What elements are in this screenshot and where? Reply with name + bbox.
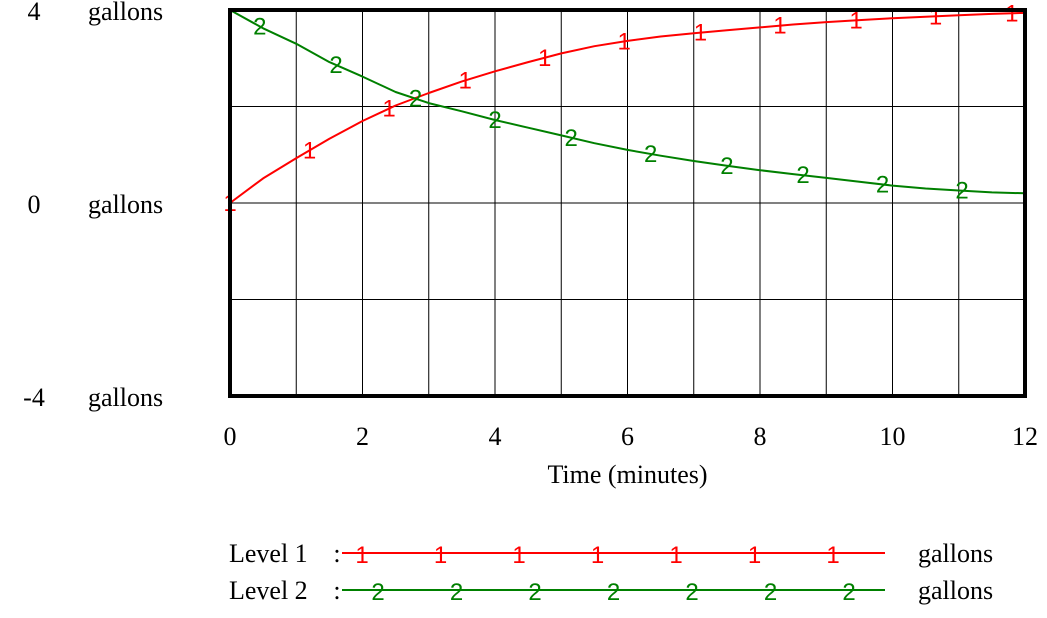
- x-axis-title: Time (minutes): [547, 460, 707, 489]
- legend-level-1-unit: gallons: [918, 539, 993, 568]
- x-tick-label: 12: [1012, 422, 1038, 451]
- level-1-marker: 1: [618, 28, 631, 55]
- grid-lines: [230, 10, 1025, 396]
- legend-level-1-marker: 1: [355, 542, 368, 569]
- y-tick-unit: gallons: [88, 0, 163, 26]
- legend-level-2-marker: 2: [764, 579, 777, 606]
- y-tick-value: 4: [28, 0, 41, 26]
- level-2-marker: 2: [565, 125, 578, 152]
- level-1-marker: 1: [929, 3, 942, 30]
- x-tick-label: 8: [754, 422, 767, 451]
- legend-level-1-marker: 1: [434, 542, 447, 569]
- x-tick-label: 4: [489, 422, 502, 451]
- level-2-marker: 2: [488, 107, 501, 134]
- x-tick-label: 6: [621, 422, 634, 451]
- level-2-marker: 2: [409, 86, 422, 113]
- legend-level-1-marker: 1: [748, 542, 761, 569]
- x-tick-label: 2: [356, 422, 369, 451]
- legend-separator: :: [333, 539, 340, 568]
- plot-border: [228, 8, 1027, 398]
- level-1-marker: 1: [459, 67, 472, 94]
- legend-level-1-name: Level 1: [229, 539, 308, 568]
- level-2-marker: 2: [876, 171, 889, 198]
- legend-level-1-marker: 1: [669, 542, 682, 569]
- plot-frame: [228, 8, 1027, 398]
- level-1-marker: 1: [694, 20, 707, 47]
- legend-level-2-unit: gallons: [918, 576, 993, 605]
- level-1-marker: 1: [773, 13, 786, 40]
- legend-level-1-marker: 1: [512, 542, 525, 569]
- level-1-marker: 1: [303, 137, 316, 164]
- legend-level-2-marker: 2: [371, 579, 384, 606]
- legend-level-2-name: Level 2: [229, 576, 308, 605]
- legend-level-2-marker: 2: [528, 579, 541, 606]
- x-tick-label: 0: [224, 422, 237, 451]
- legend-level-1-marker: 1: [591, 542, 604, 569]
- y-tick-unit: gallons: [88, 190, 163, 219]
- level-2-marker: 2: [253, 14, 266, 41]
- level-1-marker: 1: [1005, 0, 1018, 27]
- level-1-marker: 1: [382, 96, 395, 123]
- y-tick-unit: gallons: [88, 383, 163, 412]
- level-2-marker: 2: [955, 178, 968, 205]
- x-tick-label: 10: [880, 422, 906, 451]
- legend-level-2-marker: 2: [685, 579, 698, 606]
- legend-level-2-marker: 2: [450, 579, 463, 606]
- legend-level-1-marker: 1: [826, 542, 839, 569]
- legend-level-2-marker: 2: [607, 579, 620, 606]
- level-2-marker: 2: [329, 52, 342, 79]
- level-2-line: [229, 9, 1026, 195]
- level-1-marker: 1: [849, 7, 862, 34]
- level-2-marker: 2: [720, 153, 733, 180]
- legend-level-2-marker: 2: [842, 579, 855, 606]
- level-1-marker: 1: [538, 45, 551, 72]
- y-tick-value: -4: [23, 383, 45, 412]
- level-2-marker: 2: [644, 141, 657, 168]
- y-tick-value: 0: [28, 190, 41, 219]
- level-1-line: [229, 11, 1026, 204]
- legend-separator: :: [333, 576, 340, 605]
- level-2-marker: 2: [796, 162, 809, 189]
